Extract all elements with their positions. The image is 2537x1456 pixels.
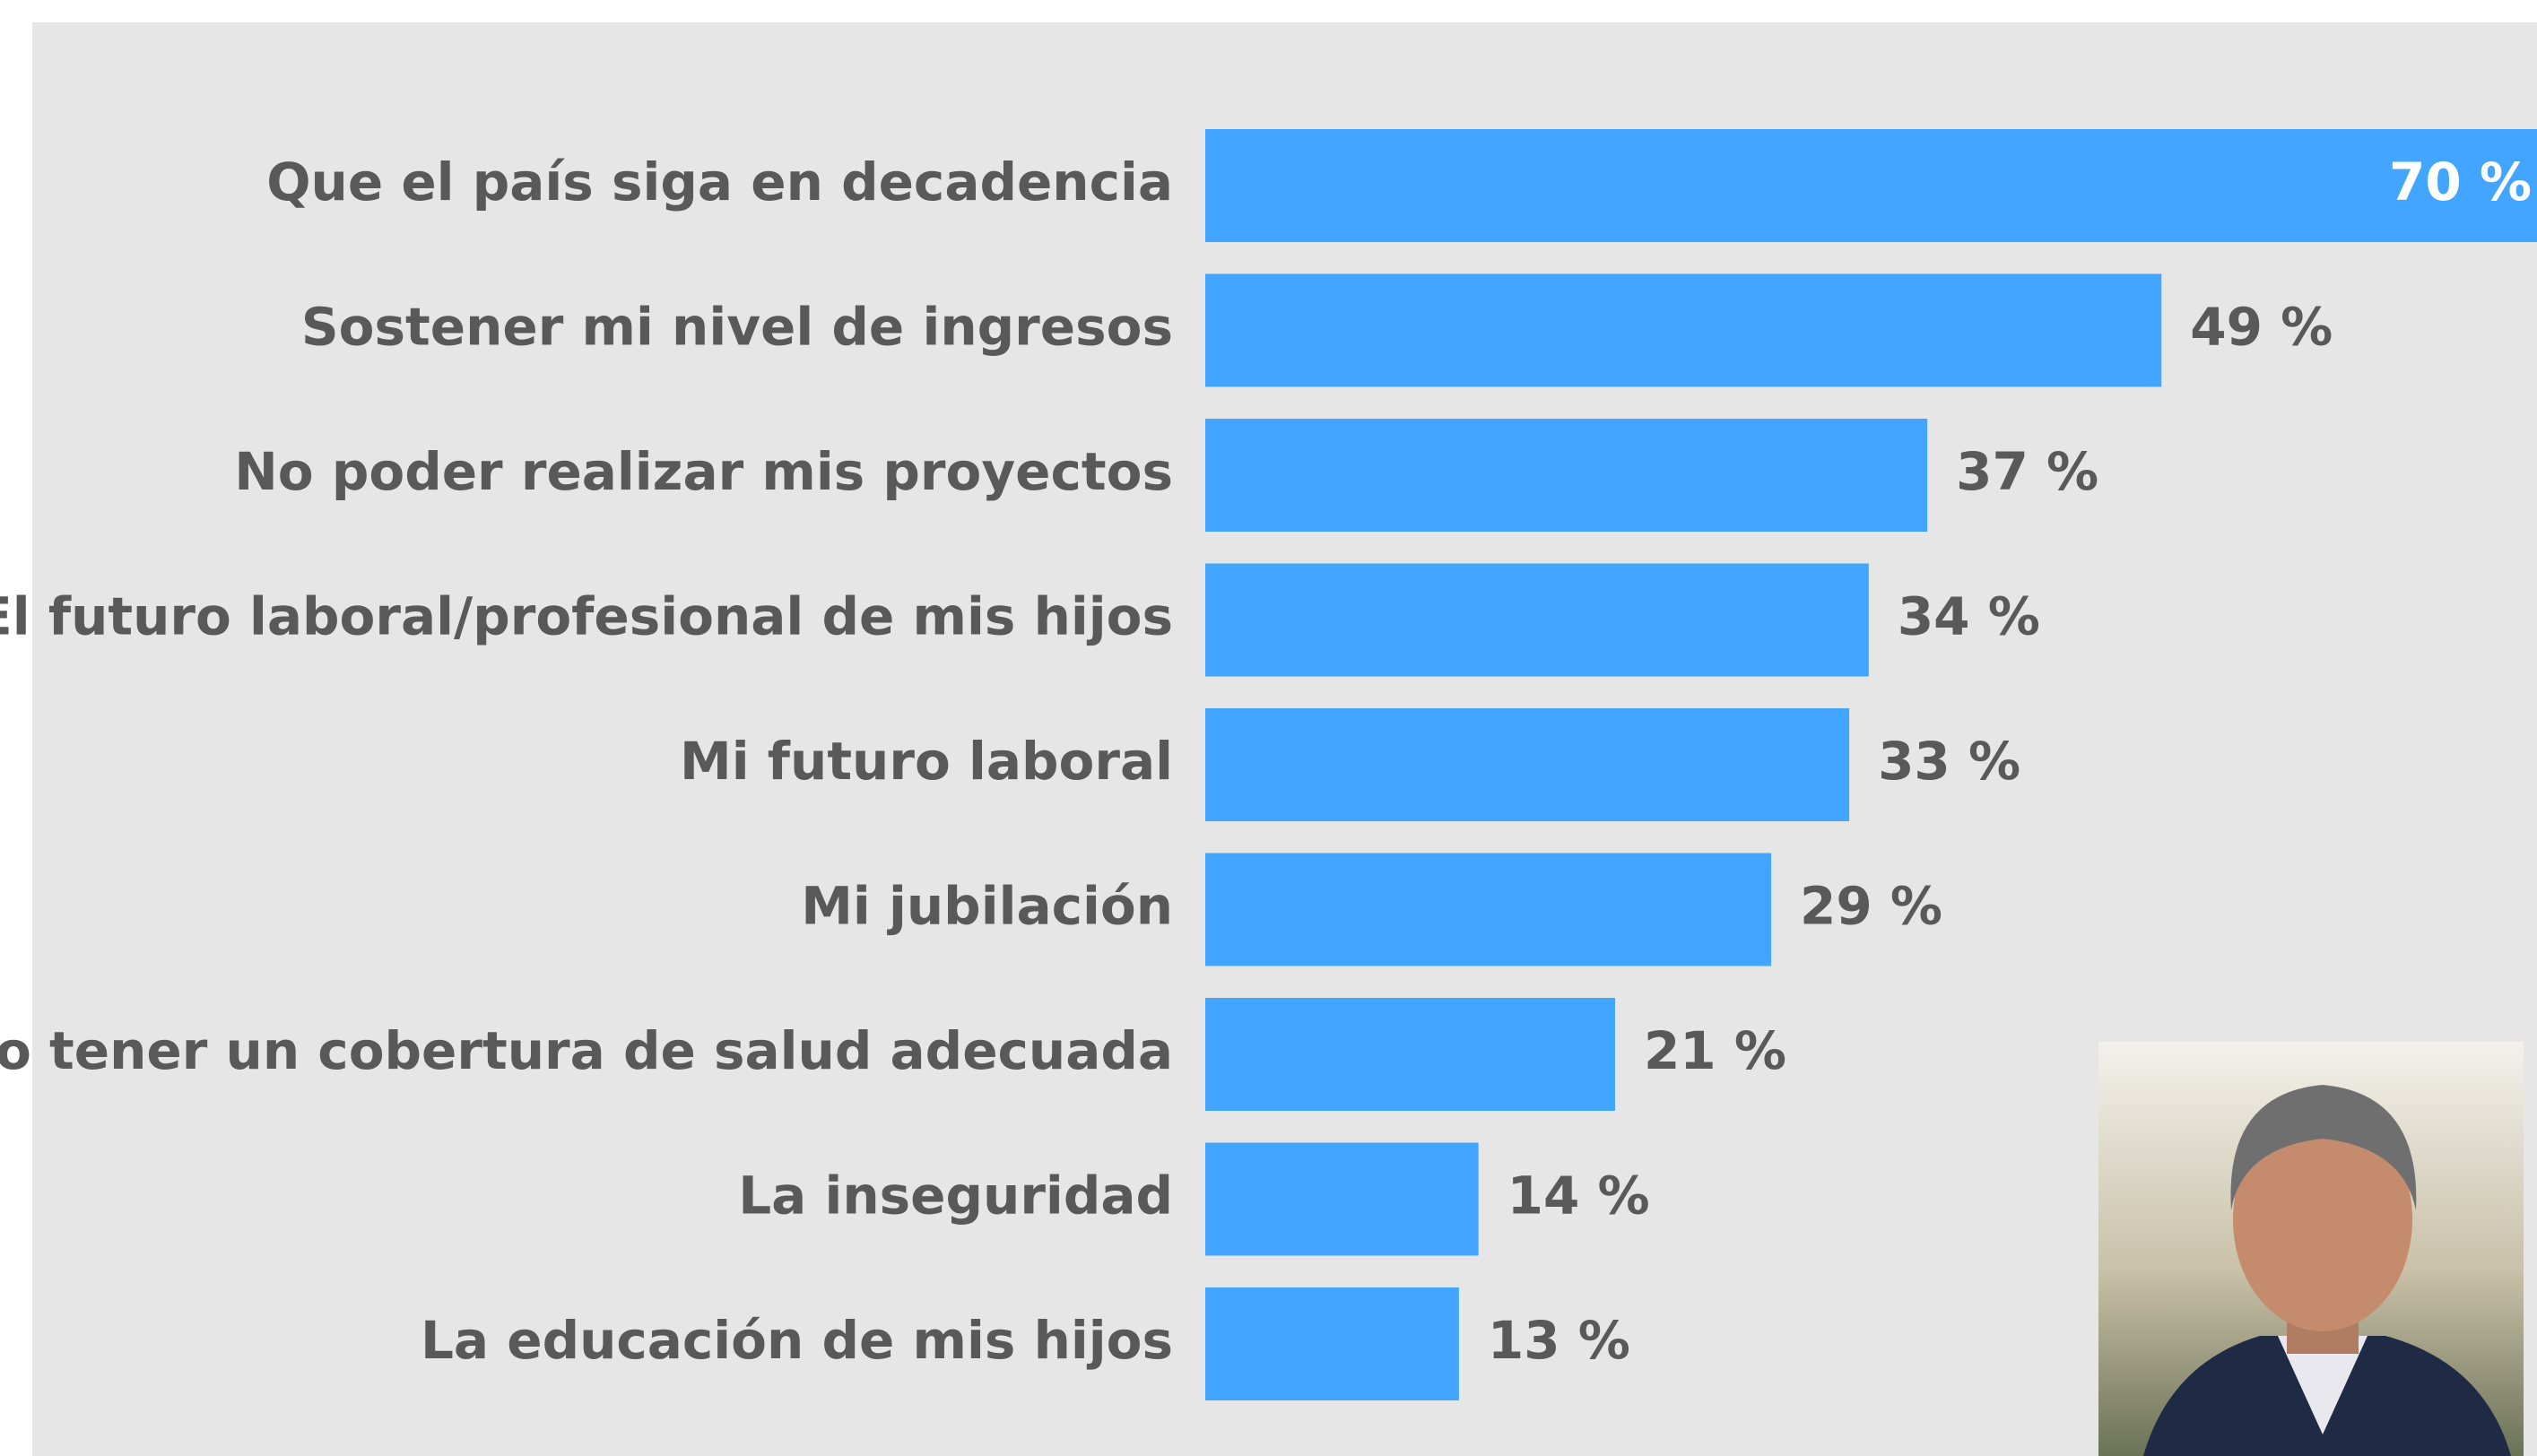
value-label: 70 % (2389, 152, 2532, 212)
category-label: La inseguridad (738, 1166, 1173, 1226)
bar (1205, 1287, 1459, 1400)
value-label: 34 % (1898, 586, 2040, 647)
bar (1205, 998, 1615, 1111)
value-label: 13 % (1488, 1310, 1630, 1371)
portrait-photo (2098, 1042, 2524, 1456)
bar (1205, 708, 1849, 821)
bar (1205, 564, 1869, 677)
value-label: 14 % (1507, 1166, 1650, 1226)
category-label: El futuro laboral/profesional de mis hij… (0, 586, 1173, 647)
bar (1205, 129, 2537, 242)
category-label: Sostener mi nivel de ingresos (301, 297, 1173, 358)
category-label: La educación de mis hijos (421, 1310, 1173, 1371)
bar (1205, 1143, 1479, 1256)
bar (1205, 419, 1927, 532)
value-label: 21 % (1644, 1020, 1786, 1081)
category-label: No poder realizar mis proyectos (234, 441, 1173, 502)
value-label: 49 % (2190, 297, 2333, 358)
category-label: Que el país siga en decadencia (266, 152, 1173, 212)
value-label: 37 % (1956, 441, 2098, 502)
value-label: 33 % (1878, 731, 2020, 792)
value-label: 29 % (1800, 876, 1942, 937)
category-label: Mi futuro laboral (680, 731, 1173, 792)
category-label: No tener un cobertura de salud adecuada (0, 1020, 1173, 1081)
category-label: Mi jubilación (801, 876, 1173, 937)
bar (1205, 854, 1771, 966)
bar (1205, 274, 2161, 387)
page: Que el país siga en decadencia 70 % Sosten… (0, 0, 2537, 1456)
chart: Que el país siga en decadencia 70 % Sosten… (0, 0, 2537, 1456)
